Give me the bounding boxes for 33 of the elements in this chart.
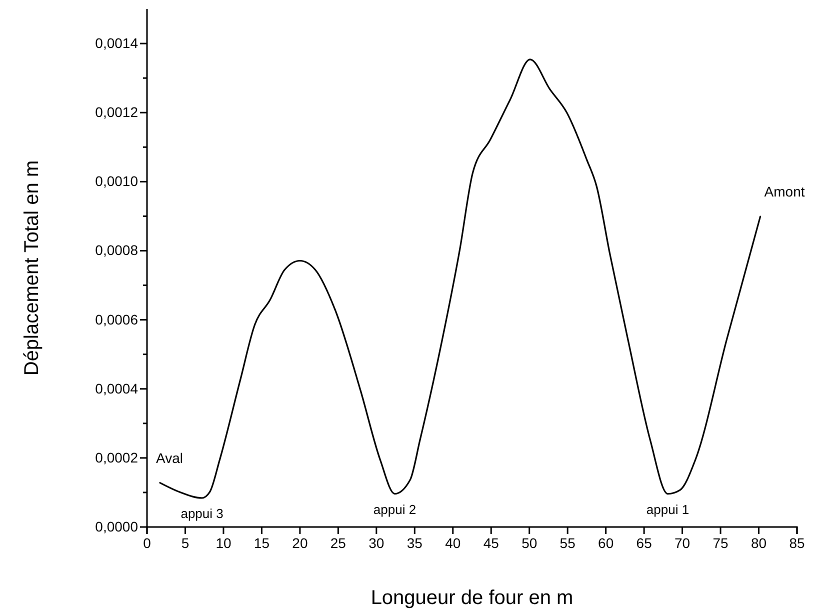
y-tick-label: 0,0002	[95, 449, 138, 466]
x-tick-label: 85	[789, 534, 805, 551]
x-tick-label: 80	[750, 534, 767, 551]
x-tick-label: 5	[181, 534, 190, 551]
x-axis-title: Longueur de four en m	[370, 587, 574, 609]
x-tick-label: 35	[406, 534, 423, 551]
x-tick-label: 55	[560, 534, 576, 551]
x-tick-label: 60	[598, 534, 614, 551]
x-tick-label: 30	[368, 534, 384, 551]
y-tick-label: 0,0008	[95, 242, 138, 258]
x-tick-label: 50	[522, 534, 538, 551]
annotation: appui 3	[180, 506, 224, 521]
y-tick-label: 0,0000	[95, 518, 138, 534]
x-tick-label: 15	[254, 534, 270, 551]
x-tick-label: 40	[445, 534, 461, 551]
y-tick-label: 0,0006	[95, 311, 138, 328]
y-tick-label: 0,0004	[95, 380, 138, 396]
x-tick-label: 75	[712, 534, 729, 551]
y-tick-label: 0,0014	[95, 35, 138, 52]
y-axis-title: Déplacement Total en m	[21, 160, 43, 376]
annotation: Amont	[764, 184, 805, 200]
annotation: Aval	[156, 450, 183, 466]
x-tick-label: 70	[674, 534, 690, 551]
annotation: appui 2	[373, 502, 416, 517]
y-tick-label: 0,0010	[95, 173, 138, 190]
x-tick-label: 45	[483, 534, 500, 551]
x-tick-label: 65	[636, 534, 652, 551]
x-tick-label: 20	[292, 534, 308, 551]
x-tick-label: 10	[216, 534, 232, 551]
x-tick-label: 0	[143, 534, 152, 551]
y-tick-label: 0,0012	[95, 104, 138, 120]
x-tick-label: 25	[330, 534, 346, 551]
annotation: appui 1	[646, 502, 690, 517]
